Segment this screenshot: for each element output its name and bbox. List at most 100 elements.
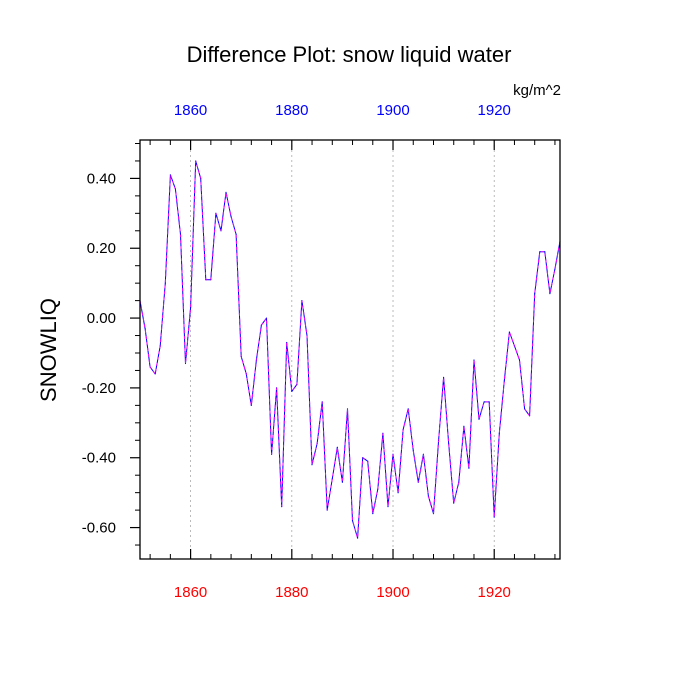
data-point-1858 — [179, 233, 182, 235]
y-tick-label: 0.20 — [87, 240, 116, 257]
data-point-1898 — [382, 432, 384, 434]
tick-labels: 1860 1860 1880 1880 1900 1900 1920 1920 0.40 0.20… — [82, 102, 511, 601]
data-point-1924 — [513, 345, 516, 347]
data-point-1871 — [245, 373, 247, 375]
data-point-1866 — [220, 230, 222, 232]
data-point-1905 — [417, 481, 419, 483]
data-point-1917 — [478, 418, 480, 420]
data-point-1855 — [164, 282, 166, 284]
data-point-1931 — [549, 293, 551, 295]
data-point-1928 — [534, 293, 536, 295]
data-point-1929 — [539, 251, 541, 253]
data-point-1904 — [412, 450, 414, 452]
data-point-1910 — [443, 376, 445, 378]
data-point-1930 — [544, 251, 546, 253]
data-point-1857 — [174, 188, 176, 190]
data-point-1896 — [372, 513, 374, 515]
data-point-1918 — [483, 401, 485, 403]
data-point-1911 — [448, 443, 450, 445]
data-point-1862 — [200, 177, 202, 179]
data-point-1878 — [281, 506, 283, 508]
chart-title: Difference Plot: snow liquid water — [187, 42, 512, 67]
data-point-1909 — [438, 439, 440, 441]
y-tick-label: -0.40 — [82, 450, 116, 467]
data-point-1863 — [205, 279, 207, 281]
data-point-1892 — [351, 520, 354, 522]
y-tick-label: 0.40 — [87, 170, 116, 187]
data-point-1876 — [271, 453, 273, 455]
data-point-1899 — [387, 506, 389, 508]
data-point-1916 — [473, 359, 475, 361]
data-point-1913 — [458, 481, 460, 483]
data-point-1867 — [225, 191, 227, 193]
data-point-1908 — [432, 513, 435, 515]
data-point-1883 — [306, 334, 308, 337]
data-point-1868 — [230, 216, 232, 218]
data-point-1864 — [210, 279, 212, 281]
data-point-1915 — [468, 467, 470, 469]
x-tick-label-top-1880: 1880 — [275, 102, 308, 119]
data-point-1873 — [255, 359, 257, 361]
data-point-1869 — [235, 233, 237, 235]
x-tick-label-bottom-1860: 1860 — [174, 584, 207, 601]
data-point-1932 — [554, 268, 556, 270]
series-line-magenta — [139, 160, 561, 539]
data-point-1925 — [518, 359, 521, 361]
data-point-1902 — [402, 429, 404, 431]
y-tick-label: -0.60 — [82, 520, 116, 537]
data-point-1859 — [184, 362, 187, 365]
data-point-1852 — [149, 366, 151, 368]
minor-ticks — [135, 140, 556, 559]
data-point-1923 — [508, 331, 510, 333]
data-point-1906 — [422, 453, 424, 455]
y-axis-label: SNOWLIQ — [36, 298, 61, 402]
data-point-1874 — [260, 324, 262, 326]
x-tick-label-top-1920: 1920 — [478, 102, 511, 119]
data-point-1895 — [367, 460, 369, 462]
data-point-1884 — [311, 464, 313, 466]
y-tick-label: 0.00 — [87, 310, 116, 327]
data-point-1886 — [321, 401, 323, 403]
series-line-blue — [139, 160, 561, 539]
data-point-1887 — [326, 509, 328, 511]
grid — [190, 140, 495, 559]
data-point-1851 — [144, 328, 146, 330]
data-point-1865 — [215, 212, 217, 214]
data-point-1927 — [529, 415, 531, 417]
data-point-1879 — [286, 341, 288, 344]
y-tick-label: -0.20 — [82, 380, 116, 397]
data-point-1894 — [362, 457, 364, 459]
data-point-1901 — [397, 492, 399, 494]
x-tick-label-bottom-1920: 1920 — [478, 584, 511, 601]
data-point-1890 — [341, 481, 343, 483]
data-point-1882 — [301, 300, 303, 302]
data-point-1885 — [316, 443, 318, 445]
major-ticks — [130, 140, 495, 559]
data-point-1919 — [488, 401, 490, 403]
data-point-1853 — [154, 373, 156, 375]
x-tick-label-top-1860: 1860 — [174, 102, 207, 119]
data-point-1889 — [336, 446, 338, 448]
data-point-1926 — [524, 408, 526, 410]
data-point-1856 — [169, 174, 171, 176]
data-point-1920 — [493, 516, 495, 518]
data-point-1922 — [503, 380, 505, 382]
data-point-1880 — [291, 390, 293, 392]
series — [139, 160, 561, 539]
data-point-1900 — [392, 453, 394, 455]
data-point-1877 — [276, 387, 278, 389]
x-tick-label-bottom-1900: 1900 — [376, 584, 409, 601]
data-point-1875 — [265, 317, 268, 319]
data-point-1872 — [250, 404, 252, 406]
data-point-1897 — [377, 488, 379, 490]
data-point-1860 — [190, 307, 192, 309]
data-point-1914 — [463, 425, 465, 427]
plot-frame — [139, 139, 561, 560]
data-point-1888 — [331, 478, 333, 480]
data-point-1891 — [346, 408, 349, 410]
data-point-1912 — [453, 502, 455, 504]
data-point-1903 — [407, 408, 409, 410]
data-point-1861 — [195, 160, 197, 162]
data-point-1893 — [357, 537, 359, 539]
